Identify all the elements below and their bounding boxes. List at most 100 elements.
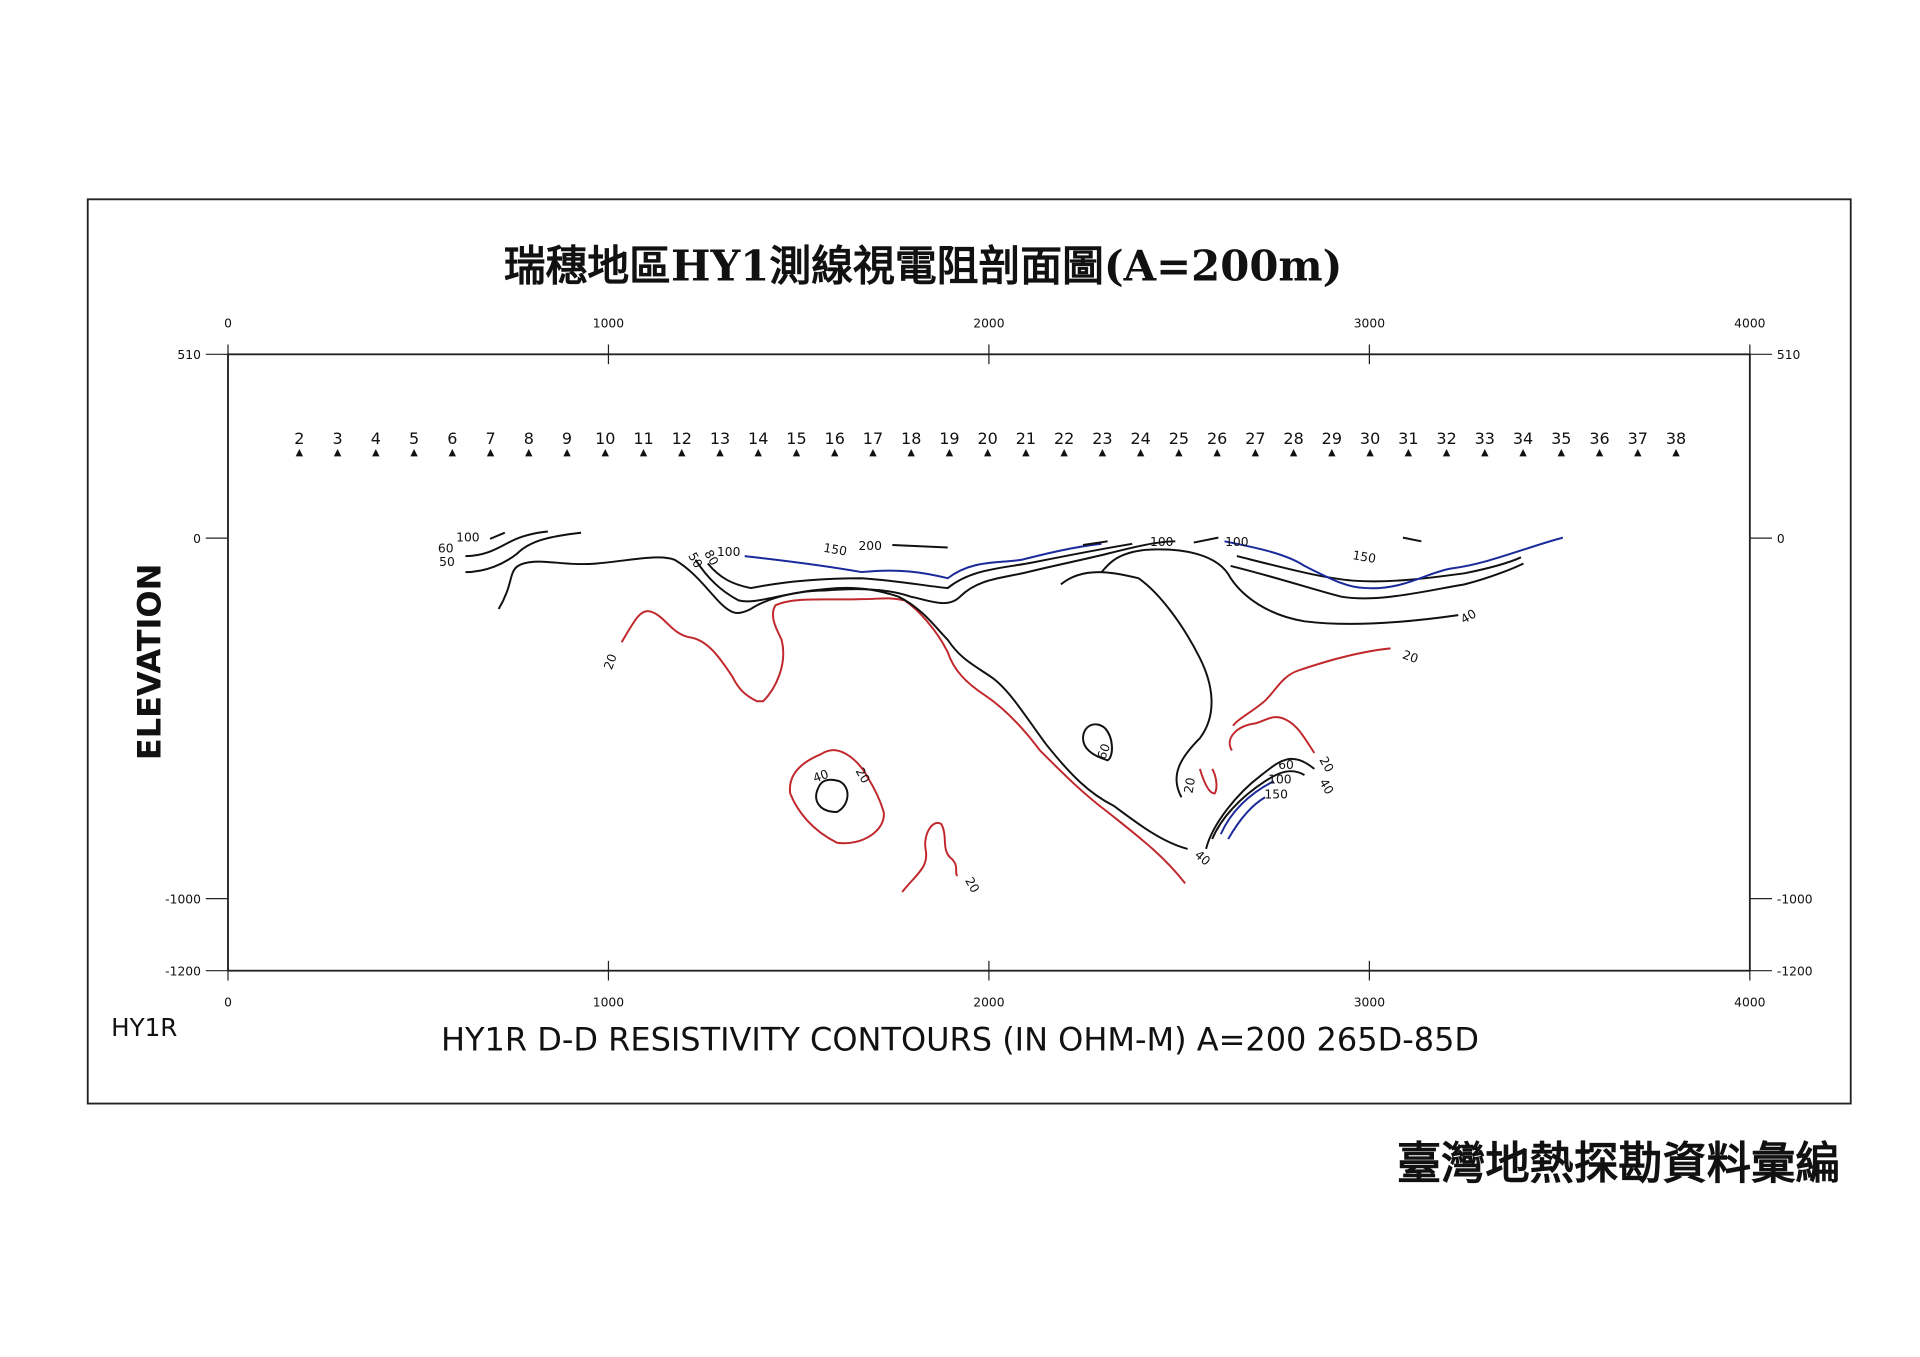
station-marker bbox=[831, 449, 839, 457]
station-marker bbox=[639, 449, 648, 457]
x-tick-label: 2000 bbox=[973, 995, 1004, 1009]
station-label: 15 bbox=[786, 429, 806, 448]
station-label: 7 bbox=[485, 429, 495, 448]
station-label: 22 bbox=[1054, 429, 1074, 448]
contour-line bbox=[1236, 555, 1522, 583]
contour-line bbox=[744, 542, 1102, 580]
footer: 臺灣地熱探勘資料彙編 bbox=[1397, 1139, 1840, 1190]
contour-line bbox=[1227, 796, 1266, 840]
station-label: 32 bbox=[1436, 429, 1456, 448]
contour-label: 40 bbox=[1192, 848, 1213, 869]
station-label: 19 bbox=[939, 429, 959, 448]
x-tick-label: 0 bbox=[224, 316, 232, 330]
station-label: 18 bbox=[901, 429, 921, 448]
y-axis-label: ELEVATION bbox=[130, 564, 168, 761]
station-marker bbox=[372, 449, 380, 457]
station-marker bbox=[1328, 449, 1336, 457]
frame bbox=[86, 198, 1852, 1105]
chart-title: 瑞穗地區HY1測線視電阻剖面圖(A=200m) bbox=[504, 242, 1343, 291]
station-label: 12 bbox=[672, 429, 692, 448]
station-label: 31 bbox=[1398, 429, 1418, 448]
station-label: 36 bbox=[1589, 429, 1609, 448]
station-marker bbox=[333, 449, 342, 457]
contour-line bbox=[620, 597, 1186, 884]
station-marker bbox=[448, 449, 456, 457]
station-marker bbox=[1672, 449, 1680, 457]
contour-line bbox=[788, 749, 885, 845]
station-marker bbox=[1557, 449, 1565, 457]
station-marker bbox=[1136, 449, 1145, 457]
y-tick-label: -1200 bbox=[1777, 965, 1813, 979]
station-label: 11 bbox=[633, 429, 653, 448]
chart-subtitle: HY1R D-D RESISTIVITY CONTOURS (IN OHM-M)… bbox=[441, 1021, 1479, 1059]
contour-label: 50 bbox=[685, 550, 705, 571]
line-id: HY1R bbox=[111, 1013, 177, 1042]
contour-label: 20 bbox=[1182, 777, 1199, 795]
station-label: 5 bbox=[409, 429, 419, 448]
contour-label: 20 bbox=[601, 652, 620, 672]
station-marker bbox=[410, 449, 418, 457]
station-marker bbox=[1442, 449, 1451, 457]
station-label: 8 bbox=[524, 429, 534, 448]
station-label: 6 bbox=[447, 429, 457, 448]
contour-label: 20 bbox=[962, 875, 982, 896]
contour-label: 150 bbox=[1264, 787, 1287, 801]
contour-line bbox=[1198, 768, 1218, 795]
x-tick-label: 4000 bbox=[1734, 316, 1765, 330]
station-marker bbox=[945, 449, 954, 457]
x-tick-label: 1000 bbox=[593, 995, 624, 1009]
station-marker bbox=[1098, 449, 1107, 457]
station-marker bbox=[1213, 449, 1221, 457]
station-marker bbox=[1519, 449, 1527, 457]
station-marker bbox=[1404, 449, 1413, 457]
station-label: 21 bbox=[1016, 429, 1036, 448]
contour-line bbox=[707, 542, 1133, 590]
contour-label: 20 bbox=[1316, 754, 1336, 775]
station-label: 37 bbox=[1628, 429, 1648, 448]
contour-line bbox=[1230, 562, 1524, 600]
contour-label: 20 bbox=[1401, 648, 1421, 667]
contour-line bbox=[1211, 770, 1305, 840]
contour-label: 60 bbox=[1095, 742, 1114, 762]
contour-label: 50 bbox=[439, 555, 455, 569]
station-marker bbox=[792, 449, 801, 457]
contour-label: 80 bbox=[701, 547, 721, 568]
station-label: 17 bbox=[863, 429, 883, 448]
station-marker bbox=[1634, 449, 1642, 457]
station-label: 10 bbox=[595, 429, 615, 448]
contour-line bbox=[1082, 540, 1108, 546]
station-marker bbox=[678, 449, 686, 457]
contour-label: 100 bbox=[1225, 535, 1248, 549]
x-tick-label: 2000 bbox=[973, 316, 1004, 330]
contour-label: 40 bbox=[1316, 776, 1336, 797]
contour-line bbox=[489, 531, 506, 540]
contour-line bbox=[465, 531, 582, 574]
station-marker bbox=[563, 449, 571, 457]
x-tick-label: 1000 bbox=[593, 316, 624, 330]
station-label: 34 bbox=[1513, 429, 1533, 448]
x-tick-label: 4000 bbox=[1734, 995, 1765, 1009]
station-label: 33 bbox=[1475, 429, 1495, 448]
station-marker bbox=[525, 449, 533, 457]
station-marker bbox=[907, 449, 915, 457]
contour-line bbox=[1082, 723, 1113, 762]
contour-label: 100 bbox=[456, 530, 479, 544]
x-tick-label: 3000 bbox=[1354, 995, 1385, 1009]
contour-label: 20 bbox=[853, 765, 873, 786]
station-label: 30 bbox=[1360, 429, 1380, 448]
station-label: 28 bbox=[1283, 429, 1303, 448]
station-label: 38 bbox=[1666, 429, 1686, 448]
contour-line bbox=[1219, 780, 1275, 835]
station-marker bbox=[983, 449, 992, 457]
y-tick-label: 510 bbox=[1777, 348, 1800, 362]
station-marker bbox=[1251, 449, 1260, 457]
station-label: 9 bbox=[562, 429, 572, 448]
contour-line bbox=[497, 556, 1188, 850]
station-label: 27 bbox=[1245, 429, 1265, 448]
contour-label: 40 bbox=[1458, 607, 1479, 627]
station-marker bbox=[1289, 449, 1298, 457]
station-label: 3 bbox=[332, 429, 342, 448]
station-label: 2 bbox=[294, 429, 304, 448]
contour-line bbox=[465, 530, 548, 558]
